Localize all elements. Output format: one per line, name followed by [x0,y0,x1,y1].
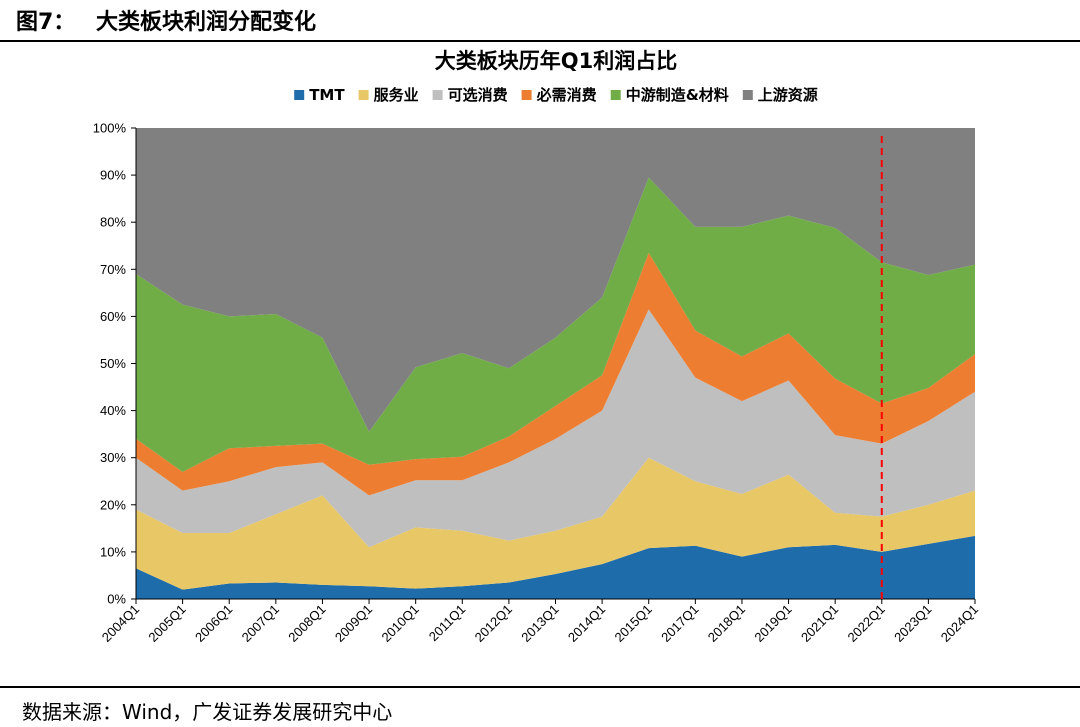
x-tick-label: 2019Q1 [751,602,794,645]
y-tick-label: 30% [100,450,126,465]
x-tick-label: 2008Q1 [285,602,328,645]
legend-swatch [610,90,621,100]
area-series-4 [136,177,975,472]
x-tick-label: 2018Q1 [705,602,748,645]
area-series-2 [136,309,975,548]
legend-item-0: TMT [294,86,345,104]
legend-swatch [432,90,443,100]
legend-item-4: 中游制造&材料 [610,86,729,104]
legend-label: 可选消费 [448,86,508,104]
source-note: 数据来源：Wind，广发证券发展研究中心 [22,700,393,724]
legend-item-1: 服务业 [358,86,419,104]
y-tick-label: 0% [107,592,126,607]
x-tick-label: 2005Q1 [145,602,188,645]
y-tick-label: 100% [93,121,127,136]
area-series-1 [136,457,975,590]
legend-item-5: 上游资源 [742,86,818,104]
y-tick-label: 90% [100,168,126,183]
legend-item-3: 必需消费 [521,86,597,104]
legend-label: 必需消费 [536,86,597,104]
y-tick-label: 80% [100,215,126,230]
legend-label: TMT [309,86,345,104]
x-tick-label: 2024Q1 [938,602,981,645]
header-rule [0,40,1080,42]
x-tick-label: 2022Q1 [845,602,888,645]
legend-label: 上游资源 [758,86,818,104]
x-tick-label: 2012Q1 [472,602,515,645]
x-tick-label: 2007Q1 [239,602,282,645]
area-series [136,128,975,599]
legend-label: 中游制造&材料 [626,86,729,104]
figure-name: 大类板块利润分配变化 [96,10,317,35]
x-tick-label: 2009Q1 [332,602,375,645]
stacked-area-chart: 大类板块历年Q1利润占比 TMT 服务业 可选消费 必需消费 中游制造&材料 上游资源 0… [93,49,981,645]
footer-rule [0,686,1080,688]
figure-header: 图7： 大类板块利润分配变化 [0,0,1080,38]
chart-title: 大类板块历年Q1利润占比 [435,49,677,73]
legend: TMT 服务业 可选消费 必需消费 中游制造&材料 上游资源 [294,86,818,104]
y-tick-label: 50% [100,356,126,371]
x-tick-label: 2014Q1 [565,602,608,645]
x-tick-label: 2015Q1 [612,602,655,645]
y-tick-label: 60% [100,309,126,324]
area-series-3 [136,252,975,496]
x-tick-label: 2023Q1 [891,602,934,645]
legend-swatch [294,90,305,100]
y-tick-label: 70% [100,262,126,277]
area-series-5 [136,128,975,432]
x-tick-label: 2010Q1 [378,602,421,645]
y-tick-label: 20% [100,497,126,512]
legend-item-2: 可选消费 [432,86,508,104]
legend-swatch [358,90,369,100]
legend-swatch [742,90,753,100]
x-tick-label: 2021Q1 [798,602,841,645]
legend-label: 服务业 [374,86,419,104]
x-tick-label: 2011Q1 [426,602,469,645]
area-series-0 [136,535,975,599]
x-tick-label: 2017Q1 [658,602,701,645]
x-tick-label: 2004Q1 [99,602,142,645]
legend-swatch [521,90,532,100]
x-tick-label: 2006Q1 [192,602,235,645]
y-tick-label: 40% [100,403,126,418]
figure-number: 图7： [16,10,76,35]
x-tick-label: 2013Q1 [518,602,561,645]
y-tick-label: 10% [100,544,126,559]
